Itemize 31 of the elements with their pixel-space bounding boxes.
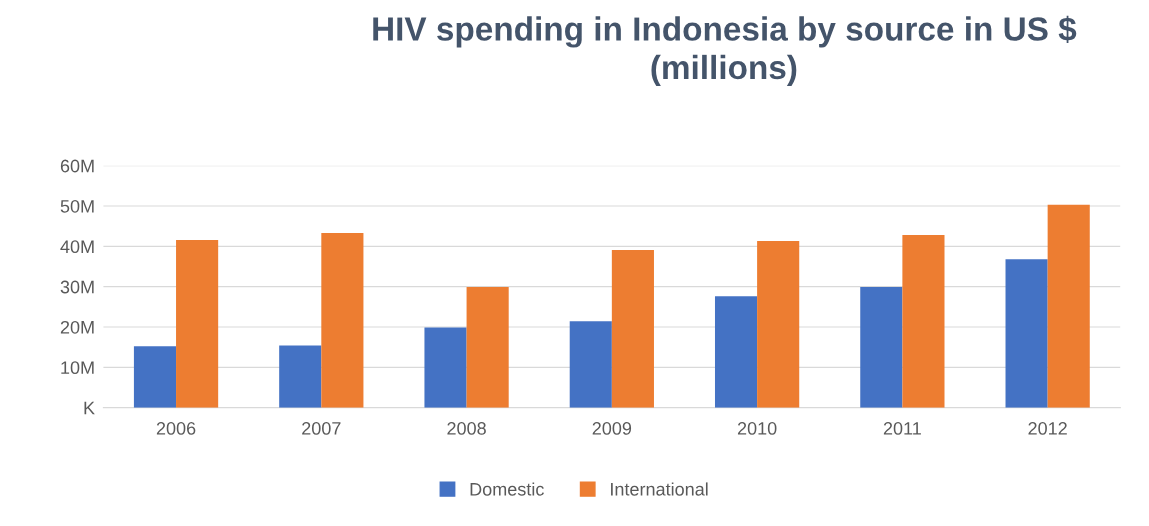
x-tick-label: 2008 [447, 422, 486, 435]
bar [611, 249, 654, 408]
y-tick-label: 30M [60, 280, 94, 294]
y-tick-label: K [84, 401, 95, 415]
bar [757, 241, 800, 408]
bar [424, 327, 467, 408]
x-tick-label: 2012 [1028, 422, 1067, 435]
bar [279, 345, 322, 408]
bar [133, 346, 177, 408]
bar [569, 321, 612, 408]
y-tick-label: 40M [60, 240, 94, 254]
y-tick-label: 20M [60, 320, 94, 334]
chart-title: HIV spending in Indonesia by source in US $ (millions) [373, 15, 1077, 86]
bar [902, 235, 945, 408]
x-tick-label: 2011 [883, 422, 921, 435]
y-tick-label: 60M [60, 159, 94, 173]
bar [714, 296, 758, 408]
x-tick-label: 2007 [302, 422, 341, 435]
x-tick-label: 2010 [737, 422, 777, 435]
bar [1047, 204, 1090, 408]
x-tick-label: 2009 [592, 422, 632, 435]
bar [466, 287, 509, 408]
bar [860, 287, 903, 408]
x-tick-label: 2006 [156, 422, 196, 435]
legend-label: Domestic [470, 482, 544, 496]
legend-label: International [611, 482, 708, 496]
bar [176, 239, 219, 408]
y-tick-label: 50M [60, 199, 94, 213]
bar [321, 233, 364, 408]
y-tick-label: 10M [61, 361, 94, 375]
bar [1005, 259, 1048, 408]
